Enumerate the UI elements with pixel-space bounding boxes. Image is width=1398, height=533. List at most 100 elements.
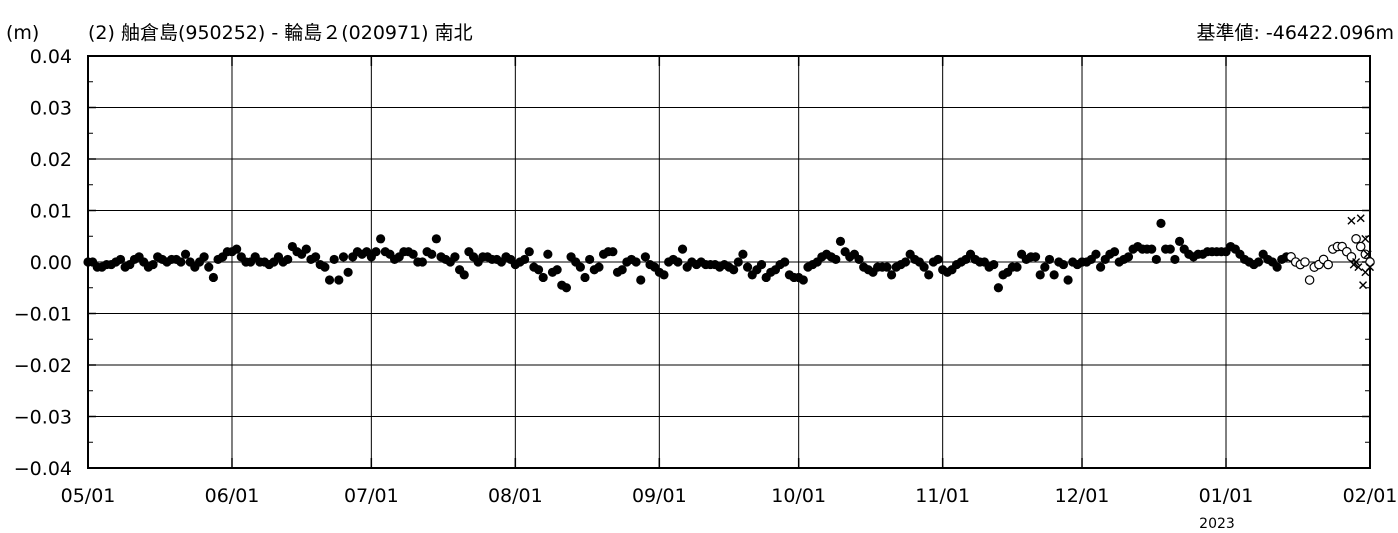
x-tick-label: 11/01 [915,485,970,507]
data-point [1058,259,1069,270]
data-point [733,257,743,267]
data-point [575,262,585,272]
data-point [329,254,339,265]
cross-stroke [1349,260,1358,269]
data-point [585,254,595,265]
data-point [176,257,186,267]
data-point [631,257,641,267]
cross-stroke [1366,263,1374,272]
y-tick-label: 0.04 [30,46,72,68]
data-point [989,259,999,270]
data-point [524,247,534,257]
y-tick-label: 0.01 [30,201,72,223]
data-point [1012,262,1022,272]
data-point [798,275,808,285]
data-point-open [1360,249,1371,260]
x-tick-label: 06/01 [205,485,260,507]
data-point [208,272,219,283]
data-point [343,267,353,277]
cross-stroke [1361,234,1370,243]
data-point [1095,262,1106,272]
x-tick-label: 09/01 [632,485,687,507]
data-point [533,265,544,275]
data-point [543,249,553,259]
data-point [608,247,618,257]
data-point [1063,275,1073,285]
data-point-cross [1347,216,1356,225]
data-point-cross [1356,214,1365,223]
data-point [1272,262,1282,272]
data-point [232,244,242,254]
data-point-open [1355,241,1366,252]
data-point [1044,254,1055,265]
data-point-cross [1359,281,1368,290]
data-point [594,262,604,272]
data-point [376,234,386,244]
data-point-open [1300,257,1310,267]
data-point [673,257,683,267]
y-tick-label: −0.02 [14,355,72,377]
data-point [924,270,934,280]
data-point-open [1351,234,1361,244]
y-tick-label: 0.03 [30,98,72,120]
data-point [738,249,748,259]
data-point [561,283,572,293]
y-tick-label: −0.01 [14,304,72,326]
data-point [283,254,293,265]
data-point [729,265,739,275]
data-point [1091,249,1101,259]
cross-stroke [1359,281,1368,290]
year-label: 2023 [1199,516,1235,532]
data-point [835,236,846,246]
data-point [320,262,330,272]
x-tick-label: 07/01 [344,485,399,507]
data-point [199,252,209,262]
data-point [371,247,381,257]
data-point [1035,270,1045,280]
data-point [115,254,126,265]
data-point [886,270,897,280]
data-point [552,265,562,275]
data-point [1040,262,1050,272]
x-tick-label: 10/01 [771,485,826,507]
data-point [1123,252,1134,262]
data-point [831,254,841,265]
data-point [1174,236,1185,246]
data-point [520,254,530,265]
x-tick-label: 12/01 [1055,485,1110,507]
data-point [900,257,911,267]
data-point [1030,252,1041,262]
data-point [180,249,191,259]
y-axis: 0.04 0.03 0.02 0.01 0.00 −0.01 −0.02 −0.03 −0.04 [14,46,1370,480]
data-point [993,283,1004,293]
data-point [334,275,344,285]
data-point-cross [1366,263,1374,272]
x-tick-label: 08/01 [488,485,543,507]
data-point [756,259,767,270]
x-tick-label: 05/01 [61,485,116,507]
cross-stroke [1363,250,1372,259]
data-point-cross [1354,263,1363,272]
x-axis: 05/01 06/01 07/01 08/01 09/01 10/01 11/01 12/01… [61,56,1398,507]
data-point [854,254,864,265]
data-point [617,265,627,275]
data-point-open [1304,275,1315,285]
data-point [301,244,311,254]
data-point [933,254,943,265]
cross-stroke [1347,216,1356,225]
data-point [919,262,929,272]
data-point [659,270,669,280]
x-tick-label: 01/01 [1199,485,1254,507]
data-point [459,270,469,280]
baseline-label: 基準値: -46422.096m [1196,22,1394,44]
data-point [677,244,688,254]
data-point [1253,257,1264,267]
data-point [1151,254,1161,265]
data-point [742,262,753,272]
data-points [83,214,1375,293]
chart-title: (2) 舳倉島(950252) - 輪島２(020971) 南北 [88,22,473,44]
cross-stroke [1356,214,1365,223]
data-point [1170,254,1180,265]
data-point-cross [1361,234,1370,243]
x-tick-label: 02/01 [1343,485,1398,507]
